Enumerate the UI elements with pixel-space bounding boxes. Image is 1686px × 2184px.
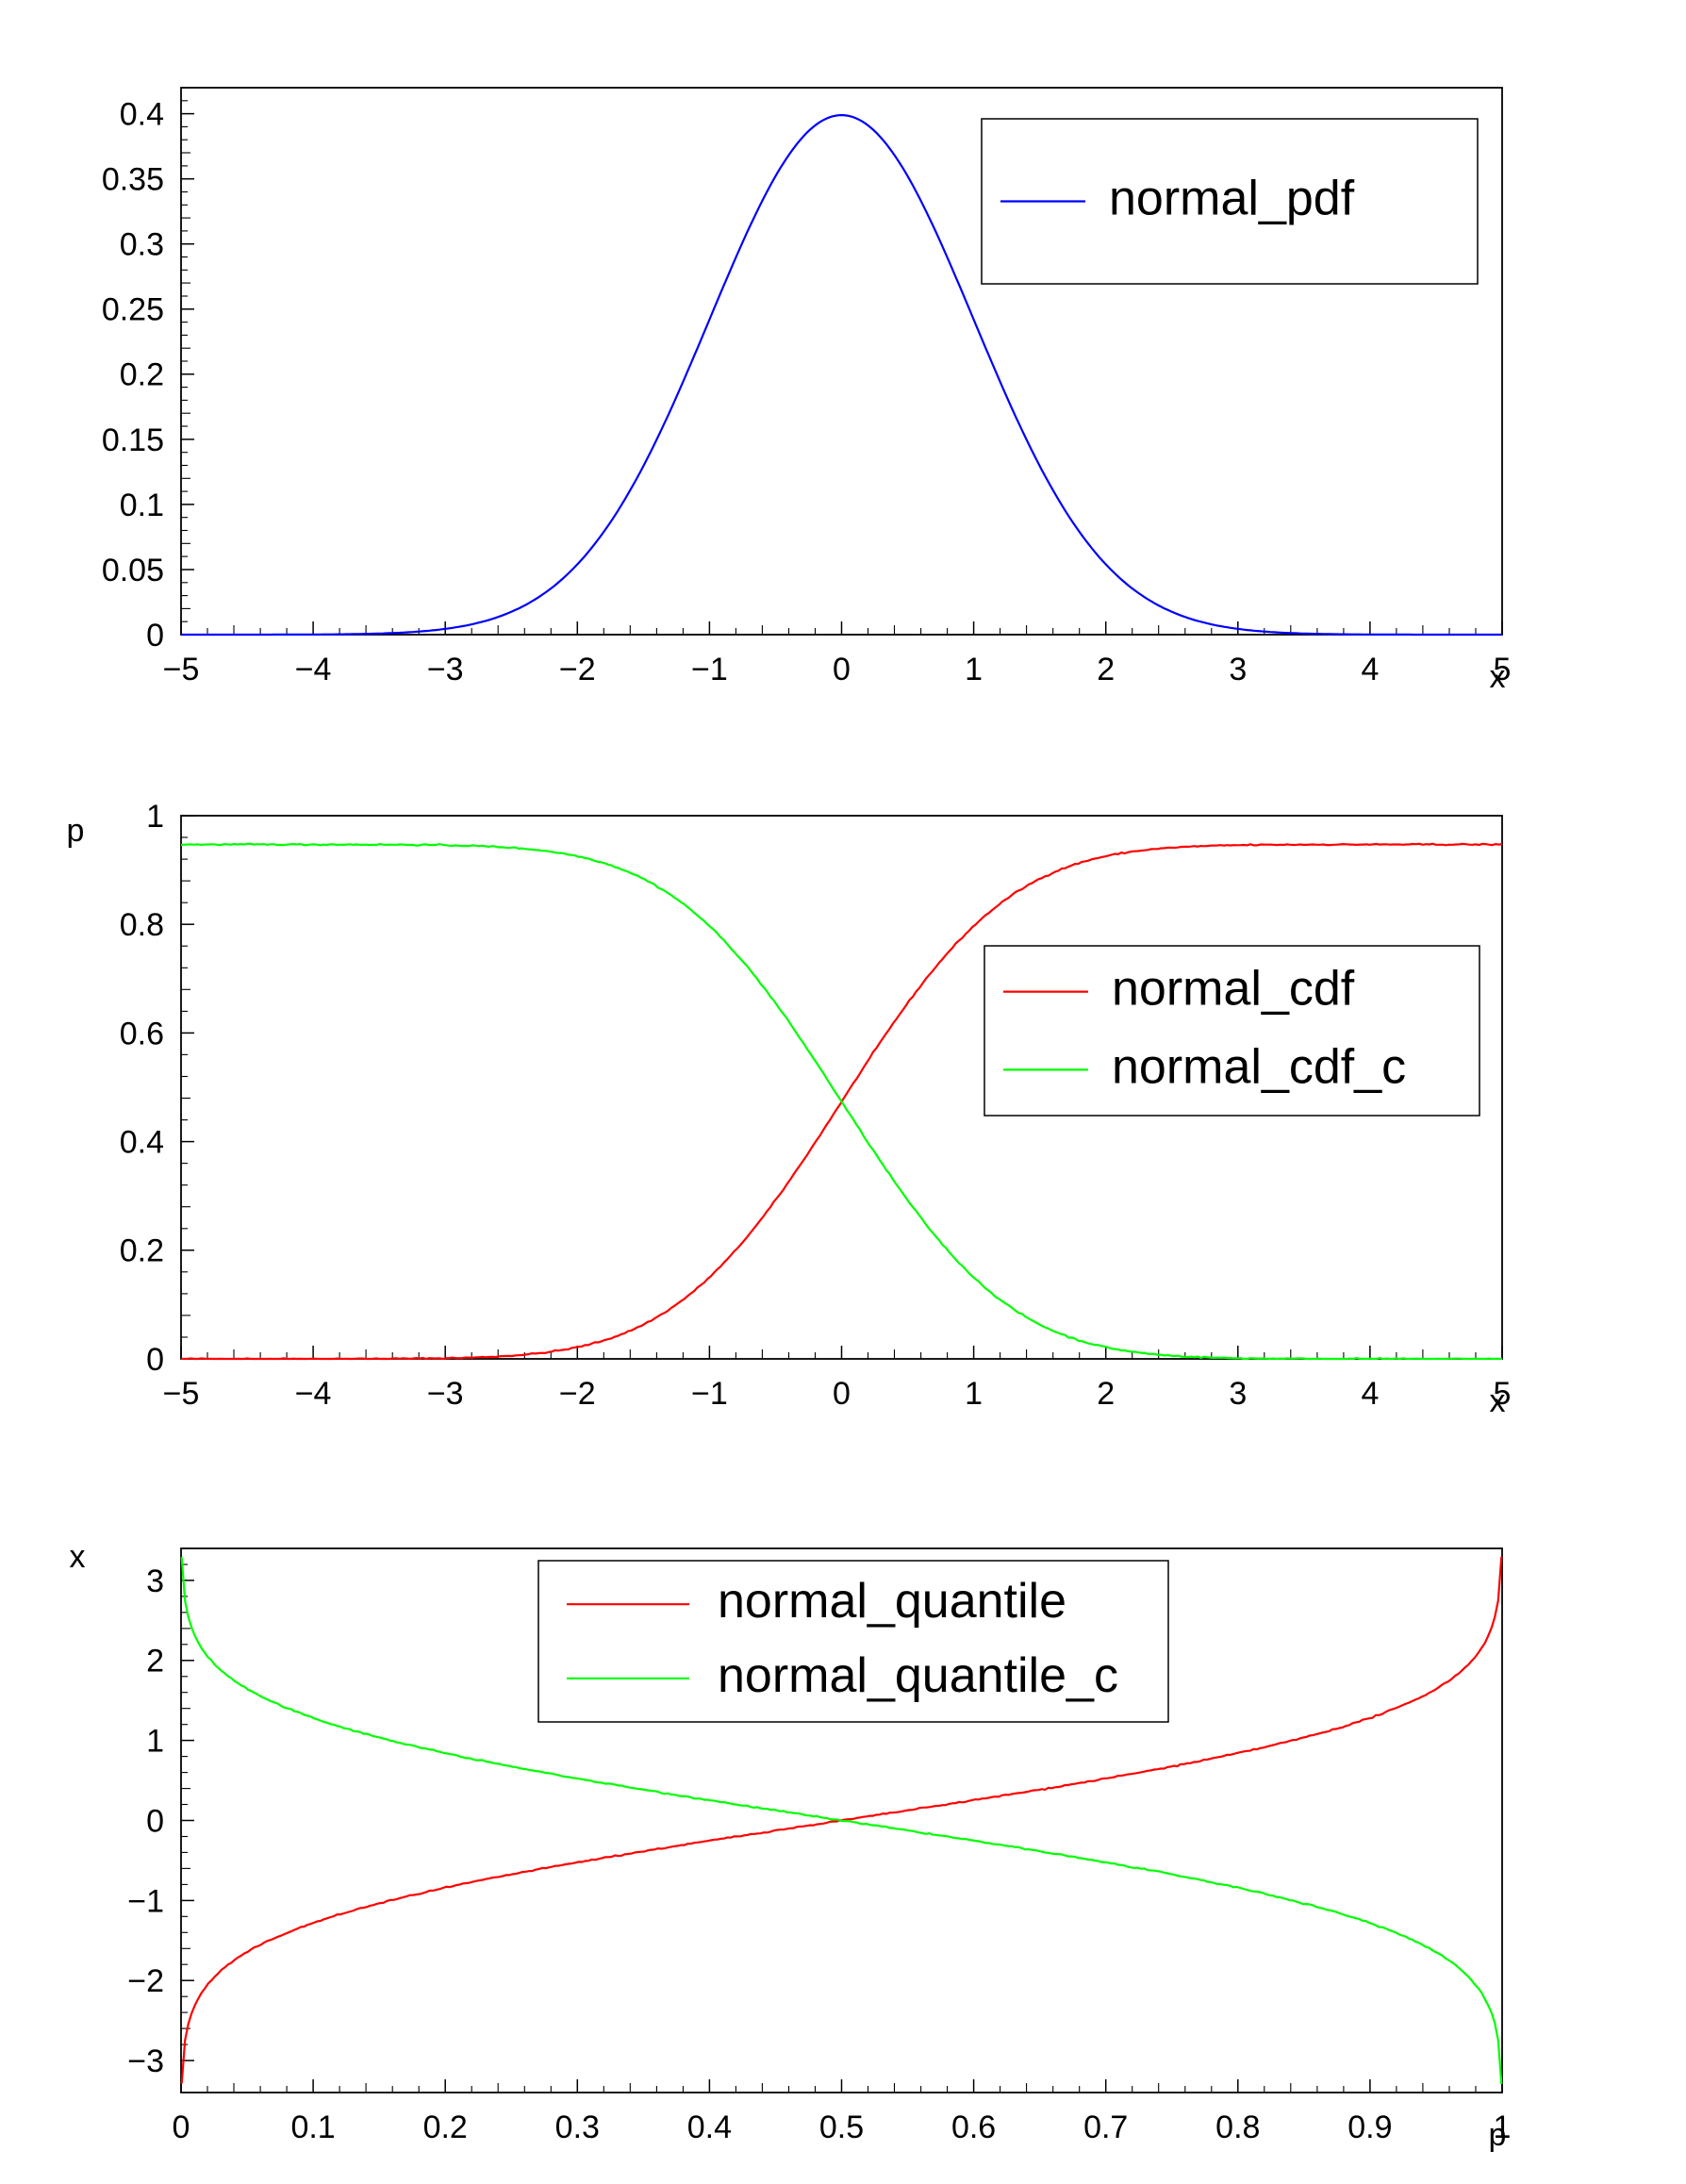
svg-text:0: 0 bbox=[146, 618, 164, 654]
svg-text:0.9: 0.9 bbox=[1347, 2110, 1392, 2145]
svg-text:−3: −3 bbox=[427, 652, 464, 687]
svg-text:0.4: 0.4 bbox=[687, 2110, 732, 2145]
svg-text:1: 1 bbox=[965, 1376, 983, 1412]
svg-text:normal_cdf_c: normal_cdf_c bbox=[1112, 1039, 1406, 1094]
svg-text:4: 4 bbox=[1361, 652, 1379, 687]
svg-text:0.3: 0.3 bbox=[555, 2110, 600, 2145]
svg-text:0.8: 0.8 bbox=[1215, 2110, 1260, 2145]
svg-text:0.2: 0.2 bbox=[120, 1233, 164, 1269]
svg-text:normal_quantile: normal_quantile bbox=[718, 1574, 1066, 1629]
svg-text:0.7: 0.7 bbox=[1083, 2110, 1128, 2145]
svg-text:2: 2 bbox=[146, 1644, 164, 1679]
svg-text:2: 2 bbox=[1097, 1376, 1115, 1412]
svg-text:x: x bbox=[1490, 659, 1506, 695]
svg-text:0.2: 0.2 bbox=[423, 2110, 468, 2145]
svg-text:−1: −1 bbox=[691, 1376, 728, 1412]
svg-text:−3: −3 bbox=[427, 1376, 464, 1412]
svg-text:−2: −2 bbox=[127, 1963, 164, 1999]
svg-text:4: 4 bbox=[1361, 1376, 1379, 1412]
svg-text:p: p bbox=[67, 813, 85, 849]
svg-text:0.1: 0.1 bbox=[120, 488, 164, 523]
svg-text:0.6: 0.6 bbox=[951, 2110, 996, 2145]
svg-text:−4: −4 bbox=[295, 652, 332, 687]
svg-text:0.6: 0.6 bbox=[120, 1016, 164, 1051]
svg-text:0.4: 0.4 bbox=[120, 1125, 164, 1161]
svg-text:1: 1 bbox=[146, 1724, 164, 1760]
svg-text:−5: −5 bbox=[163, 652, 200, 687]
svg-text:0.1: 0.1 bbox=[290, 2110, 335, 2145]
svg-text:0.3: 0.3 bbox=[120, 227, 164, 263]
svg-text:0: 0 bbox=[146, 1803, 164, 1839]
svg-text:0.5: 0.5 bbox=[819, 2110, 864, 2145]
svg-text:−3: −3 bbox=[127, 2043, 164, 2079]
svg-text:normal_quantile_c: normal_quantile_c bbox=[718, 1648, 1118, 1703]
svg-text:−1: −1 bbox=[691, 652, 728, 687]
svg-text:0: 0 bbox=[833, 652, 851, 687]
svg-text:3: 3 bbox=[1229, 652, 1247, 687]
svg-text:−4: −4 bbox=[295, 1376, 332, 1412]
svg-text:−2: −2 bbox=[559, 1376, 596, 1412]
svg-text:0.8: 0.8 bbox=[120, 907, 164, 943]
svg-text:x: x bbox=[70, 1539, 86, 1575]
svg-text:3: 3 bbox=[1229, 1376, 1247, 1412]
svg-text:0: 0 bbox=[833, 1376, 851, 1412]
svg-text:normal_pdf: normal_pdf bbox=[1109, 172, 1355, 226]
svg-text:0.4: 0.4 bbox=[120, 97, 164, 133]
svg-text:2: 2 bbox=[1097, 652, 1115, 687]
svg-text:p: p bbox=[1489, 2117, 1507, 2153]
svg-text:0.15: 0.15 bbox=[102, 422, 164, 458]
svg-text:0.2: 0.2 bbox=[120, 357, 164, 393]
svg-text:0: 0 bbox=[173, 2110, 190, 2145]
svg-text:1: 1 bbox=[965, 652, 983, 687]
svg-text:0.25: 0.25 bbox=[102, 292, 164, 328]
svg-text:0.05: 0.05 bbox=[102, 553, 164, 588]
svg-text:3: 3 bbox=[146, 1564, 164, 1599]
svg-text:−2: −2 bbox=[559, 652, 596, 687]
svg-text:0.35: 0.35 bbox=[102, 162, 164, 198]
svg-text:0: 0 bbox=[146, 1342, 164, 1378]
svg-text:−5: −5 bbox=[163, 1376, 200, 1412]
svg-text:x: x bbox=[1490, 1383, 1506, 1419]
svg-text:normal_cdf: normal_cdf bbox=[1112, 962, 1355, 1017]
svg-text:−1: −1 bbox=[127, 1883, 164, 1919]
svg-text:1: 1 bbox=[146, 799, 164, 835]
